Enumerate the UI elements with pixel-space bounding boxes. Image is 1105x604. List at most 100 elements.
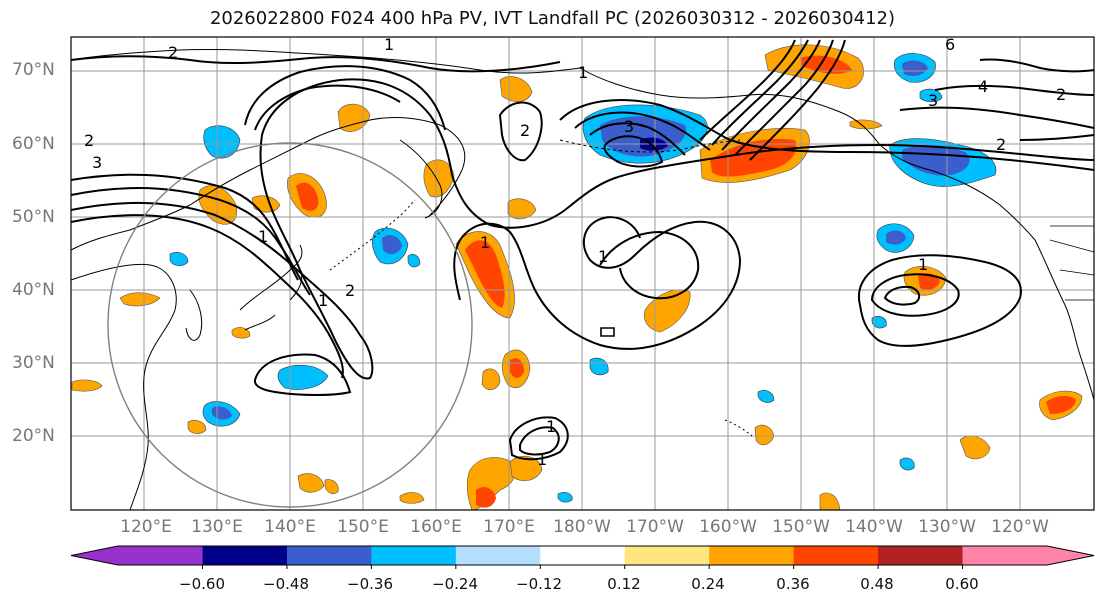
positive-anomaly-blob — [800, 55, 852, 74]
pv-contour-line — [253, 353, 352, 396]
colorbar-segment — [709, 546, 795, 565]
pv-contour-line — [451, 143, 1095, 229]
colorbar-tick-label: −0.12 — [516, 575, 562, 593]
pv-contour-line — [883, 285, 921, 306]
contour-label: 6 — [945, 35, 955, 54]
pv-contour-line — [711, 39, 809, 146]
contour-label: 1 — [537, 450, 547, 469]
colorbar-tick-label: −0.60 — [179, 575, 225, 593]
lat-label: 70°N — [12, 60, 55, 80]
colorbar-segment — [202, 546, 288, 565]
positive-anomaly-blob — [476, 487, 496, 508]
colorbar-segment — [878, 546, 964, 565]
coastline-siberia — [70, 48, 581, 74]
lon-label: 120°W — [991, 517, 1049, 537]
contour-label: 1 — [258, 227, 268, 246]
lon-label: 160°W — [699, 517, 757, 537]
negative-anomaly-blob — [169, 252, 189, 266]
coastline-alaska — [579, 67, 1036, 241]
contour-label: 3 — [928, 91, 938, 110]
pv-contour-line — [498, 101, 543, 162]
lon-label: 140°E — [264, 517, 316, 537]
negative-anomaly-blob — [902, 60, 928, 76]
lon-label: 170°E — [483, 517, 535, 537]
contour-label: 3 — [624, 117, 634, 136]
positive-anomaly-blob — [324, 479, 339, 494]
colorbar-segment — [624, 546, 710, 565]
negative-anomaly-blob — [886, 230, 906, 245]
lon-label: 130°W — [918, 517, 976, 537]
pv-contour-line — [979, 58, 1095, 73]
contour-label: 2 — [345, 281, 355, 300]
contour-label: 1 — [318, 291, 328, 310]
positive-anomaly-blob — [643, 289, 691, 333]
colorbar — [70, 545, 1095, 569]
pv-contour-line — [1019, 134, 1095, 141]
pv-contour-line — [599, 230, 700, 300]
canada-border — [1049, 225, 1095, 301]
contour-label: 2 — [520, 121, 530, 140]
lat-label: 50°N — [12, 207, 55, 227]
coastline-east-asia — [70, 263, 177, 511]
contour-label: 4 — [978, 77, 988, 96]
pv-contour-line — [734, 39, 834, 156]
aleutian-islands — [559, 139, 741, 153]
pv-contour-line — [70, 55, 561, 73]
positive-anomaly-blob — [337, 103, 371, 132]
lon-label: 180°W — [553, 517, 611, 537]
pv-contour-line — [603, 135, 664, 168]
colorbar-tick-label: 0.36 — [776, 575, 810, 593]
pv-contour-line — [574, 111, 711, 151]
contour-label: 2 — [168, 43, 178, 62]
contour-label: 1 — [480, 233, 490, 252]
contour-label: 3 — [92, 153, 102, 172]
lon-label: 150°W — [772, 517, 830, 537]
pv-contour-line — [899, 106, 1095, 129]
pv-contour-line — [70, 78, 453, 380]
positive-anomaly-blob — [187, 420, 207, 434]
coastline-korea — [185, 289, 203, 341]
lon-label: 150°E — [337, 517, 389, 537]
negative-anomaly-blob — [557, 492, 573, 503]
contour-label: 1 — [598, 247, 608, 266]
pv-contour-line — [857, 254, 1022, 347]
lat-label: 60°N — [12, 134, 55, 154]
colorbar-tick-label: −0.48 — [263, 575, 309, 593]
colorbar-tick-label: 0.12 — [607, 575, 641, 593]
kuril-islands — [329, 199, 416, 271]
pv-contour-line — [244, 65, 446, 131]
map-title: 2026022800 F024 400 hPa PV, IVT Landfall… — [209, 8, 896, 29]
colorbar-min-extension — [71, 546, 203, 565]
coastline-north-america-west — [1034, 239, 1095, 401]
lon-label: 160°E — [410, 517, 462, 537]
lon-label: 170°W — [626, 517, 684, 537]
positive-anomaly-blob — [509, 455, 543, 482]
contour-labels: 2 3 2 1 2 1 3 6 4 3 2 2 2 1 1 1 1 1 1 1 — [84, 35, 1066, 469]
positive-anomaly-blob — [465, 240, 505, 308]
negative-anomaly-blob — [899, 457, 915, 471]
negative-anomaly-blob — [757, 390, 775, 403]
positive-anomaly-blob — [297, 473, 325, 493]
pv-contour-line — [508, 416, 569, 461]
landfall-radius-circle — [107, 142, 473, 508]
positive-anomaly-blob — [296, 182, 319, 211]
colorbar-segment — [371, 546, 457, 565]
negative-anomaly-blob — [382, 235, 402, 255]
colorbar-outline — [70, 545, 1095, 566]
pv-contours — [70, 39, 1095, 461]
positive-anomaly-blob — [481, 368, 501, 391]
lon-label: 130°E — [191, 517, 243, 537]
negative-anomaly-blob — [589, 357, 609, 376]
lat-label: 40°N — [12, 280, 55, 300]
colorbar-tick-label: 0.48 — [860, 575, 894, 593]
pv-contour-line — [70, 187, 311, 296]
contour-label: 1 — [578, 63, 588, 82]
map-frame — [70, 36, 1095, 511]
colorbar-segment — [455, 546, 541, 565]
colorbar-segment — [793, 546, 879, 565]
lat-label: 30°N — [12, 353, 55, 373]
pv-contour-line — [70, 214, 344, 379]
negative-anomaly-blob — [919, 88, 943, 103]
coastline-kamchatka — [399, 139, 443, 219]
pv-contour-line — [589, 122, 686, 156]
